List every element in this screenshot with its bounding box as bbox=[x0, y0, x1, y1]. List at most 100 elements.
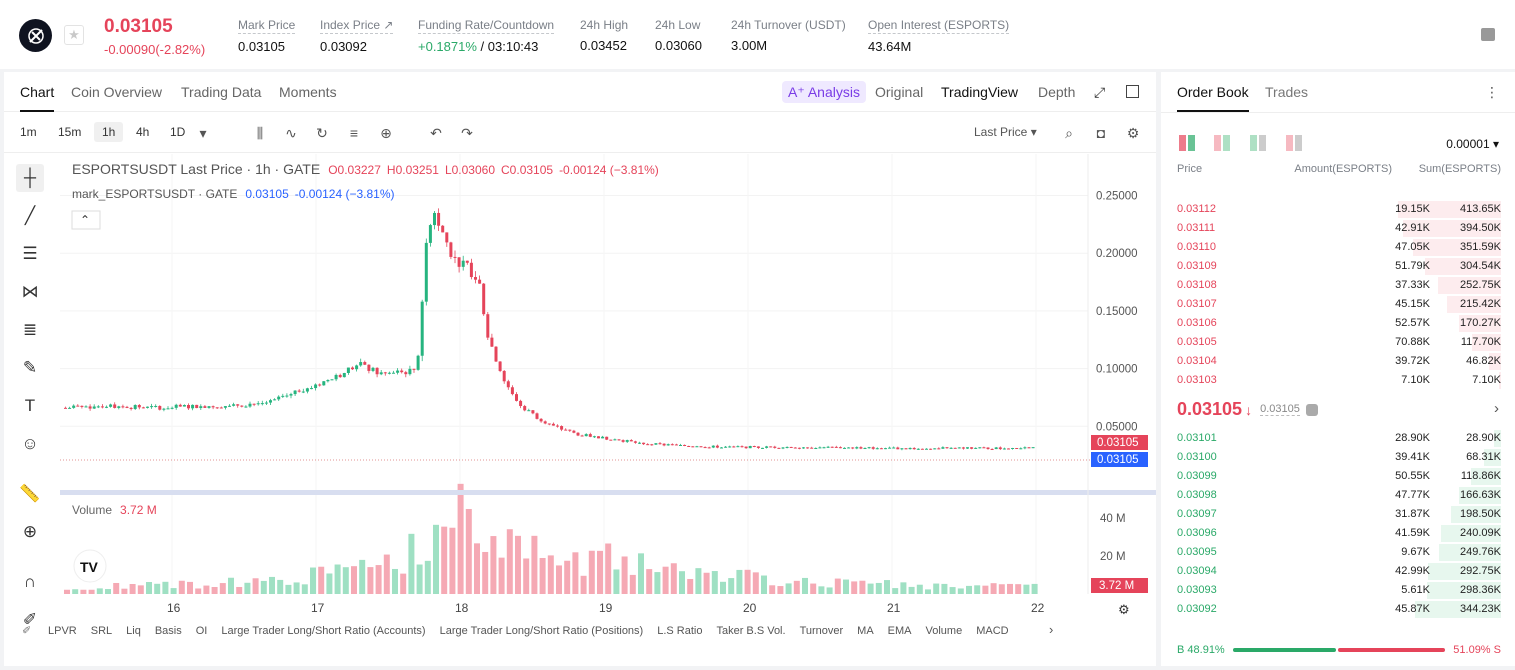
axis-settings-icon[interactable]: ⚙ bbox=[1118, 602, 1130, 617]
indicator-0[interactable]: LPVR bbox=[48, 625, 77, 637]
bid-row[interactable]: 0.03097 31.87K 198.50K bbox=[1161, 505, 1515, 524]
pane-divider[interactable] bbox=[60, 490, 1156, 495]
indicator-4[interactable]: OI bbox=[195, 625, 208, 637]
indicator-5[interactable]: Large Trader Long/Short Ratio (Accounts) bbox=[221, 625, 426, 637]
stat-mark-price[interactable]: Mark Price 0.03105 bbox=[238, 18, 296, 54]
interval-15m[interactable]: 15m bbox=[58, 125, 82, 139]
bid-row[interactable]: 0.03092 45.87K 344.23K bbox=[1161, 600, 1515, 619]
indicator-3[interactable]: Basis bbox=[154, 625, 182, 637]
indicator-12[interactable]: Volume bbox=[925, 625, 963, 637]
collapse-legend-button[interactable] bbox=[71, 210, 101, 230]
ask-row[interactable]: 0.03106 52.57K 170.27K bbox=[1161, 314, 1515, 333]
crosshair-icon[interactable]: ┼ bbox=[16, 164, 44, 192]
view-tradingview[interactable]: TradingView bbox=[941, 84, 1019, 100]
interval-dropdown-icon[interactable]: ▾ bbox=[199, 125, 207, 141]
tab-trades[interactable]: Trades bbox=[1265, 84, 1309, 100]
row-sum: 28.90K bbox=[1466, 432, 1501, 444]
add-plugin-icon[interactable]: ⊕ bbox=[380, 125, 392, 141]
candle bbox=[736, 446, 740, 448]
ask-row[interactable]: 0.03109 51.79K 304.54K bbox=[1161, 257, 1515, 276]
bid-row[interactable]: 0.03095 9.67K 249.76K bbox=[1161, 543, 1515, 562]
trendline-icon[interactable]: ╱ bbox=[24, 206, 36, 225]
indicator-8[interactable]: Taker B.S Vol. bbox=[716, 625, 786, 637]
precision-select[interactable]: 0.00001 ▾ bbox=[1446, 137, 1499, 151]
emoji-icon[interactable]: ☺ bbox=[21, 434, 39, 453]
indicator-6[interactable]: Large Trader Long/Short Ratio (Positions… bbox=[439, 625, 644, 637]
camera-icon[interactable]: ◘ bbox=[1096, 125, 1106, 141]
interval-1h[interactable]: 1h bbox=[94, 122, 124, 142]
window-icon[interactable] bbox=[1126, 85, 1139, 98]
template-icon[interactable]: ≡ bbox=[349, 125, 359, 141]
text-tool-icon[interactable]: T bbox=[24, 396, 36, 415]
ask-row[interactable]: 0.03105 70.88K 117.70K bbox=[1161, 333, 1515, 352]
view-depth[interactable]: Depth bbox=[1038, 84, 1076, 100]
tab-trading-data[interactable]: Trading Data bbox=[181, 84, 262, 100]
ai-analysis-button[interactable]: A⁺ Analysis bbox=[782, 81, 866, 103]
indicator-2[interactable]: Liq bbox=[126, 625, 141, 637]
bid-row[interactable]: 0.03096 41.59K 240.09K bbox=[1161, 524, 1515, 543]
indicator-1[interactable]: SRL bbox=[90, 625, 113, 637]
tab-order-book[interactable]: Order Book bbox=[1177, 84, 1249, 112]
edit-indicators-icon[interactable]: ✐ bbox=[22, 625, 32, 637]
fullscreen-icon[interactable]: ⤢ bbox=[1094, 84, 1106, 100]
horizontal-lines-icon[interactable]: ☰ bbox=[22, 244, 38, 263]
ask-row[interactable]: 0.03112 19.15K 413.65K bbox=[1161, 200, 1515, 219]
bid-row[interactable]: 0.03099 50.55K 118.86K bbox=[1161, 467, 1515, 486]
tab-moments[interactable]: Moments bbox=[279, 84, 337, 100]
tab-coin-overview[interactable]: Coin Overview bbox=[71, 84, 163, 100]
row-sum: 344.23K bbox=[1460, 603, 1501, 615]
view-original[interactable]: Original bbox=[875, 84, 924, 100]
candle bbox=[334, 374, 338, 380]
tab-chart[interactable]: Chart bbox=[20, 84, 55, 112]
ask-row[interactable]: 0.03110 47.05K 351.59K bbox=[1161, 238, 1515, 257]
stat-open-interest[interactable]: Open Interest (ESPORTS) 43.64M bbox=[868, 18, 1010, 54]
stat-index-price[interactable]: Index Price ↗ 0.03092 bbox=[320, 18, 394, 54]
last-price-select[interactable]: Last Price ▾ bbox=[974, 125, 1037, 139]
bid-row[interactable]: 0.03093 5.61K 298.36K bbox=[1161, 581, 1515, 600]
bid-row[interactable]: 0.03094 42.99K 292.75K bbox=[1161, 562, 1515, 581]
brush-icon[interactable]: ✎ bbox=[22, 358, 38, 377]
zoom-in-icon[interactable]: ⊕ bbox=[22, 522, 38, 541]
interval-1m[interactable]: 1m bbox=[20, 125, 37, 139]
bid-row[interactable]: 0.03098 47.77K 166.63K bbox=[1161, 486, 1515, 505]
indicator-10[interactable]: MA bbox=[857, 625, 874, 637]
view-both-icon[interactable] bbox=[1179, 135, 1195, 151]
search-icon[interactable]: ⌕ bbox=[1065, 125, 1073, 141]
edit-icon[interactable]: ✐ bbox=[22, 610, 38, 629]
ruler-icon[interactable]: 📏 bbox=[19, 484, 41, 503]
fib-icon[interactable]: ≣ bbox=[22, 320, 38, 339]
guide-book-icon[interactable] bbox=[1481, 28, 1495, 41]
ask-row[interactable]: 0.03103 7.10K 7.10K bbox=[1161, 371, 1515, 390]
view-asks-icon[interactable] bbox=[1250, 135, 1266, 151]
ask-row[interactable]: 0.03107 45.15K 215.42K bbox=[1161, 295, 1515, 314]
ask-row[interactable]: 0.03108 37.33K 252.75K bbox=[1161, 276, 1515, 295]
indicator-13[interactable]: MACD bbox=[976, 625, 1009, 637]
indicator-7[interactable]: L.S Ratio bbox=[657, 625, 703, 637]
magnet-icon[interactable]: ∩ bbox=[23, 572, 37, 591]
candle bbox=[203, 406, 207, 408]
settings-gear-icon[interactable]: ⚙ bbox=[1126, 125, 1140, 141]
chevron-right-icon[interactable]: › bbox=[1494, 400, 1499, 417]
pattern-icon[interactable]: ⋈ bbox=[21, 282, 39, 301]
price-chart[interactable]: 0.25000 0.20000 0.15000 0.10000 0.05000 40 M… bbox=[60, 154, 1156, 666]
ask-row[interactable]: 0.03104 39.72K 46.82K bbox=[1161, 352, 1515, 371]
chevron-right-icon[interactable]: › bbox=[1049, 622, 1054, 637]
view-compact-icon[interactable] bbox=[1286, 135, 1302, 151]
favorite-star-icon[interactable]: ★ bbox=[64, 25, 84, 45]
candle-type-icon[interactable]: ⫼ bbox=[256, 125, 264, 141]
replay-icon[interactable]: ↻ bbox=[316, 125, 328, 141]
bid-row[interactable]: 0.03101 28.90K 28.90K bbox=[1161, 429, 1515, 448]
indicators-icon[interactable]: ∿ bbox=[285, 125, 297, 141]
bid-row[interactable]: 0.03100 39.41K 68.31K bbox=[1161, 448, 1515, 467]
indicator-9[interactable]: Turnover bbox=[799, 625, 844, 637]
interval-1d[interactable]: 1D bbox=[170, 125, 186, 139]
stat-funding-rate[interactable]: Funding Rate/Countdown +0.1871% / 03:10:… bbox=[418, 18, 555, 54]
ask-row[interactable]: 0.03111 42.91K 394.50K bbox=[1161, 219, 1515, 238]
redo-icon[interactable]: ↷ bbox=[461, 125, 473, 141]
indicator-11[interactable]: EMA bbox=[887, 625, 912, 637]
undo-icon[interactable]: ↶ bbox=[430, 125, 442, 141]
more-menu-icon[interactable]: ⋮ bbox=[1485, 84, 1499, 100]
mid-price-row[interactable]: 0.03105 ↓ 0.03105 bbox=[1177, 399, 1318, 420]
interval-4h[interactable]: 4h bbox=[136, 125, 150, 139]
view-bids-icon[interactable] bbox=[1214, 135, 1230, 151]
